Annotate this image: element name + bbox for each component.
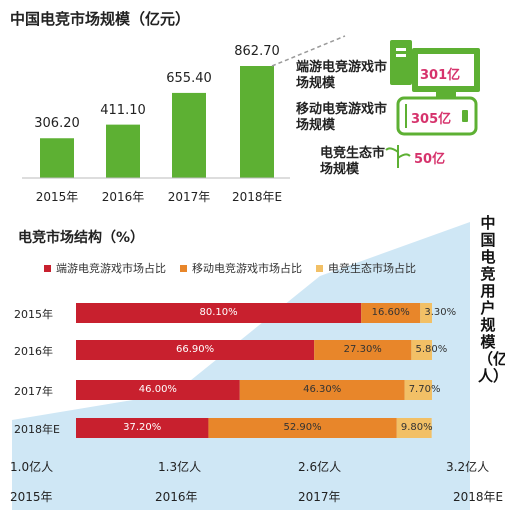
mobile-phone-icon — [396, 96, 478, 136]
structure-segment — [396, 418, 432, 438]
structure-segment-label: 5.80% — [415, 344, 448, 355]
structure-category-label: 2017年 — [14, 385, 53, 398]
structure-segment — [361, 303, 421, 323]
structure-segment — [411, 340, 432, 360]
legend-label-mobile: 移动电竞游戏市场占比 — [192, 262, 302, 275]
structure-segment — [314, 340, 412, 360]
structure-segment-label: 9.80% — [400, 422, 433, 433]
structure-category-label: 2016年 — [14, 345, 53, 358]
user-year-label: 2015年 — [10, 490, 53, 504]
legend-item-pc: 端游电竞游戏市场占比 — [44, 260, 166, 276]
legend-label-pc: 端游电竞游戏市场占比 — [56, 262, 166, 275]
structure-segment-label: 7.70% — [408, 384, 441, 395]
mobile-esports-label: 移动电竞游戏市场规模 — [296, 102, 388, 133]
market-bar-0 — [40, 138, 74, 178]
market-size-title: 中国电竞市场规模（亿元） — [10, 10, 191, 28]
structure-segment — [239, 380, 405, 400]
structure-segment-label: 3.30% — [424, 307, 457, 318]
structure-segment — [76, 380, 240, 400]
user-scale-title: 中国电竞用户规模（亿人） — [478, 214, 505, 385]
ecosystem-value: 50亿 — [414, 152, 446, 167]
ecosystem-label: 电竞生态市场规模 — [320, 146, 386, 177]
market-bar-2 — [172, 92, 206, 178]
user-year-label: 2018年E — [453, 490, 504, 504]
structure-title: 电竞市场结构（%） — [18, 230, 145, 246]
market-category-label: 2015年 — [35, 190, 79, 204]
structure-segment-label: 66.90% — [176, 344, 215, 355]
market-value-label: 411.10 — [100, 102, 146, 118]
structure-segment — [76, 340, 315, 360]
market-value-label: 862.70 — [234, 44, 280, 59]
breakdown-connector — [271, 35, 346, 67]
structure-segment-label: 80.10% — [199, 307, 238, 318]
legend-swatch-ecosystem — [316, 264, 323, 272]
structure-stacked-bars — [76, 303, 432, 438]
structure-segment-label: 37.20% — [123, 422, 162, 433]
structure-segment-label: 52.90% — [283, 422, 322, 433]
structure-segment-label: 46.30% — [303, 384, 342, 395]
market-bar-1 — [106, 124, 140, 178]
legend-item-mobile: 移动电竞游戏市场占比 — [180, 260, 302, 276]
structure-segment — [404, 380, 432, 400]
structure-segment — [420, 303, 432, 323]
legend-swatch-pc — [44, 264, 51, 272]
structure-category-label: 2018年E — [14, 423, 60, 436]
market-size-bars — [40, 66, 274, 178]
legend-item-ecosystem: 电竞生态市场占比 — [316, 260, 416, 276]
market-category-label: 2018年E — [231, 190, 283, 204]
legend-swatch-mobile — [180, 264, 187, 272]
pc-esports-value: 301亿 — [420, 68, 461, 83]
market-category-label: 2016年 — [101, 190, 145, 204]
structure-segment — [208, 418, 397, 438]
market-value-label: 655.40 — [166, 70, 212, 86]
structure-segment — [76, 303, 362, 323]
structure-category-label: 2015年 — [14, 308, 53, 321]
structure-segment-label: 46.00% — [138, 384, 177, 395]
user-value-label: 1.3亿人 — [158, 460, 202, 474]
user-year-label: 2016年 — [155, 490, 198, 504]
pc-esports-label: 端游电竞游戏市场规模 — [296, 60, 388, 91]
market-category-label: 2017年 — [167, 190, 211, 204]
market-bar-3 — [240, 66, 274, 178]
structure-segment-label: 27.30% — [343, 344, 382, 355]
structure-segment — [76, 418, 209, 438]
user-year-label: 2017年 — [298, 490, 341, 504]
structure-segment-label: 16.60% — [371, 307, 410, 318]
market-value-label: 306.20 — [34, 116, 80, 132]
mobile-esports-value: 305亿 — [411, 112, 452, 127]
user-value-label: 3.2亿人 — [446, 460, 490, 474]
user-value-label: 2.6亿人 — [298, 460, 342, 474]
sprout-icon — [385, 145, 411, 168]
legend-label-ecosystem: 电竞生态市场占比 — [328, 262, 416, 275]
user-value-label: 1.0亿人 — [10, 460, 54, 474]
